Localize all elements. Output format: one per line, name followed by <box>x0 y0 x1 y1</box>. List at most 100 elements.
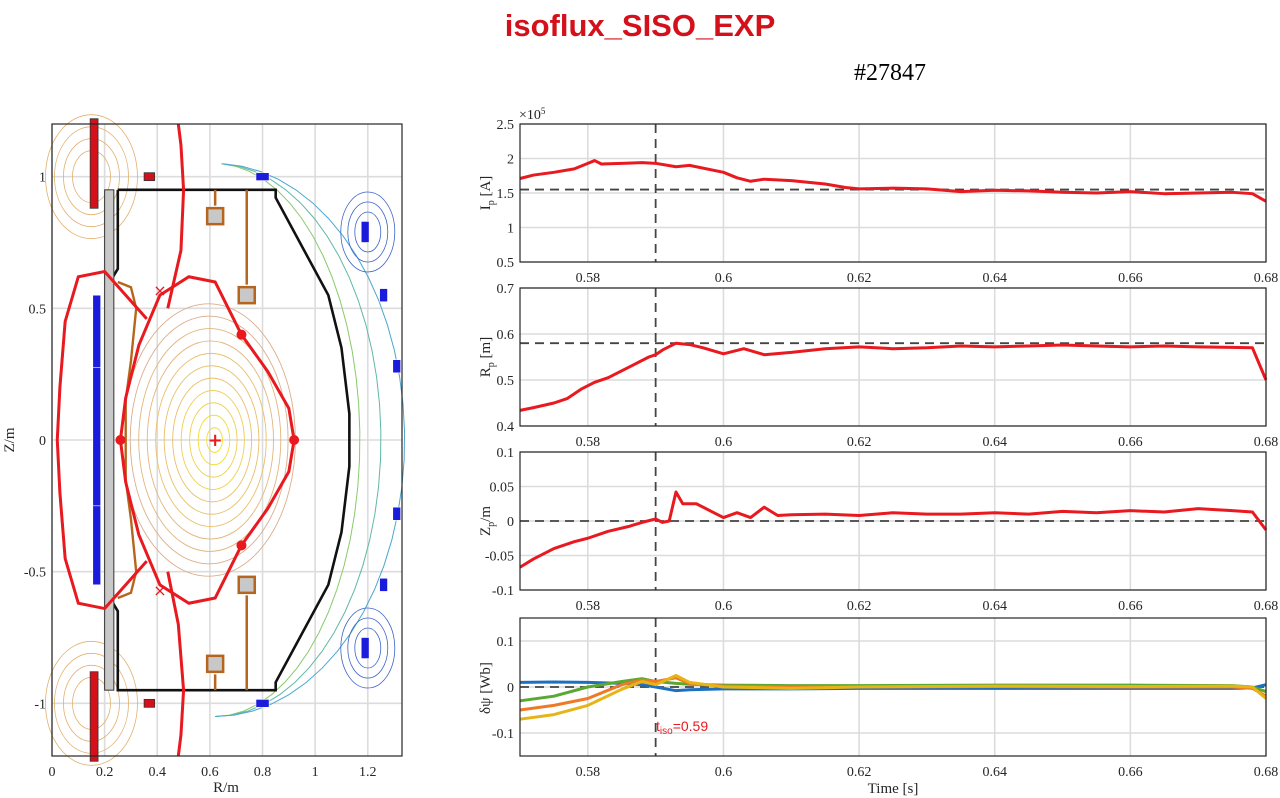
rp-xtick-label: 0.66 <box>1118 435 1143 450</box>
divertor-block <box>205 206 225 226</box>
dpsi-ylabel: δψ [Wb] <box>478 662 494 714</box>
pf-coil <box>89 118 99 209</box>
separatrix-leg <box>166 123 186 309</box>
separatrix-outer <box>55 269 148 611</box>
pf-coil-blue <box>255 172 270 181</box>
flux-contour <box>155 352 267 528</box>
eq-xtick-label: 0 <box>49 765 56 780</box>
eq-ytick-label: -0.5 <box>24 566 46 581</box>
figure-title: isoflux_SISO_EXP <box>505 8 776 43</box>
ip-panel: 0.58 0.6 0.62 0.64 0.66 0.68 0.5 1 1.5 2 2.5 Ip [A]… <box>478 106 1278 286</box>
dpsi-ytick-label: -0.1 <box>492 727 514 742</box>
pf-coil <box>143 172 156 182</box>
zp-frame <box>519 451 1267 591</box>
zp-xtick-label: 0.68 <box>1254 599 1279 614</box>
dpsi-xtick-label: 0.6 <box>715 765 733 780</box>
ip-exponent: ×105 <box>519 106 546 123</box>
rp-ytick-label: 0.5 <box>497 374 515 389</box>
flux-contour <box>180 390 245 490</box>
ip-ytick-label: 1 <box>507 222 514 237</box>
dpsi-xtick-label: 0.62 <box>847 765 872 780</box>
coil-flux-contour <box>347 201 389 263</box>
shot-number: #27847 <box>854 60 926 86</box>
coil-flux-contour <box>45 114 138 240</box>
outer-flux-contour <box>215 163 361 717</box>
pf-coil-blue <box>92 367 101 513</box>
eq-xlabel: R/m <box>213 780 239 796</box>
pf-coil-blue <box>392 359 401 374</box>
coil-flux-contour <box>354 211 382 253</box>
zp-xtick-label: 0.62 <box>847 599 872 614</box>
flux-contour <box>172 377 253 503</box>
coil-flux-contour <box>45 640 138 766</box>
divertor-block <box>237 285 256 305</box>
rp-xtick-label: 0.68 <box>1254 435 1279 450</box>
zp-xtick-label: 0.6 <box>715 599 733 614</box>
flux-contour <box>197 414 231 466</box>
outer-flux-contour <box>215 163 406 717</box>
flux-contour <box>163 365 260 515</box>
zp-ytick-label: -0.05 <box>485 550 514 565</box>
control-point <box>115 435 126 445</box>
eq-ytick-label: 0 <box>39 434 46 449</box>
equilibrium-panel: R/m Z/m 0 0.2 0.4 0.6 0.8 1 1.2 -1 -0.5 0 0.5 1 × × + <box>2 114 406 796</box>
ip-frame <box>519 123 1267 263</box>
zp-trace-line <box>519 490 1268 569</box>
pf-coil-blue <box>255 699 270 708</box>
magnetic-axis-marker: + <box>208 430 223 451</box>
coil-flux-contour <box>340 607 396 689</box>
dpsi-ytick-label: 0 <box>507 681 514 696</box>
ip-ytick-label: 2.5 <box>497 118 515 133</box>
ip-ytick-label: 2 <box>507 153 514 168</box>
pf-coil-blue <box>360 221 370 243</box>
rp-trace-line <box>519 341 1268 412</box>
divertor-block <box>237 575 256 595</box>
outer-flux-contour <box>215 163 382 717</box>
coil-flux-contour <box>347 617 389 679</box>
ip-xtick-label: 0.66 <box>1118 271 1143 286</box>
coil-flux-contour <box>340 191 396 273</box>
central-solenoid <box>104 189 115 691</box>
pf-coil-blue <box>379 577 388 592</box>
control-point <box>236 329 247 340</box>
rp-frame <box>519 287 1267 427</box>
dpsi-frame <box>519 617 1267 757</box>
control-point <box>236 540 247 551</box>
pf-coil-blue <box>379 288 388 303</box>
eq-ytick-label: 1 <box>39 171 46 186</box>
pf-coil-blue <box>360 637 370 659</box>
eq-xtick-label: 1.2 <box>359 765 377 780</box>
rp-xtick-label: 0.64 <box>982 435 1007 450</box>
eq-ytick-label: 0.5 <box>29 302 47 317</box>
flux-contour <box>129 315 289 565</box>
zp-ylabel: Zp/m <box>478 506 497 536</box>
dpsi-xtick-label: 0.58 <box>576 765 601 780</box>
pf-coil <box>89 671 99 762</box>
rp-ytick-label: 0.4 <box>497 420 515 435</box>
ip-xtick-label: 0.64 <box>982 271 1007 286</box>
eq-xtick-label: 0.8 <box>254 765 272 780</box>
flux-contour <box>189 402 238 478</box>
dpsi-xtick-label: 0.68 <box>1254 765 1279 780</box>
pf-coil-blue <box>92 505 101 586</box>
ip-xtick-label: 0.6 <box>715 271 733 286</box>
rp-plot-area <box>520 288 1266 426</box>
ip-xtick-label: 0.68 <box>1254 271 1279 286</box>
ip-ytick-label: 1.5 <box>497 187 515 202</box>
ip-xtick-label: 0.58 <box>576 271 601 286</box>
ip-ylabel: Ip [A] <box>478 176 497 211</box>
coil-flux-contour <box>354 627 382 669</box>
zp-panel: 0.58 0.6 0.62 0.64 0.66 0.68 -0.1 -0.05 0 0.05 0.1… <box>478 446 1278 614</box>
rp-xtick-label: 0.6 <box>715 435 733 450</box>
dpsi-xtick-label: 0.66 <box>1118 765 1143 780</box>
zp-xtick-label: 0.58 <box>576 599 601 614</box>
eq-xtick-label: 0.4 <box>149 765 167 780</box>
dpsi-panel: 0.58 0.6 0.62 0.64 0.66 0.68 -0.1 0 0.1δψ [Wb] Ti… <box>478 617 1279 797</box>
zp-xtick-label: 0.66 <box>1118 599 1143 614</box>
control-point <box>289 435 300 445</box>
eq-ytick-label: -1 <box>34 697 46 712</box>
dpsi-xtick-label: 0.64 <box>982 765 1007 780</box>
eq-xtick-label: 1 <box>312 765 319 780</box>
x-point-marker: × <box>153 581 166 600</box>
rp-ytick-label: 0.7 <box>497 282 515 297</box>
